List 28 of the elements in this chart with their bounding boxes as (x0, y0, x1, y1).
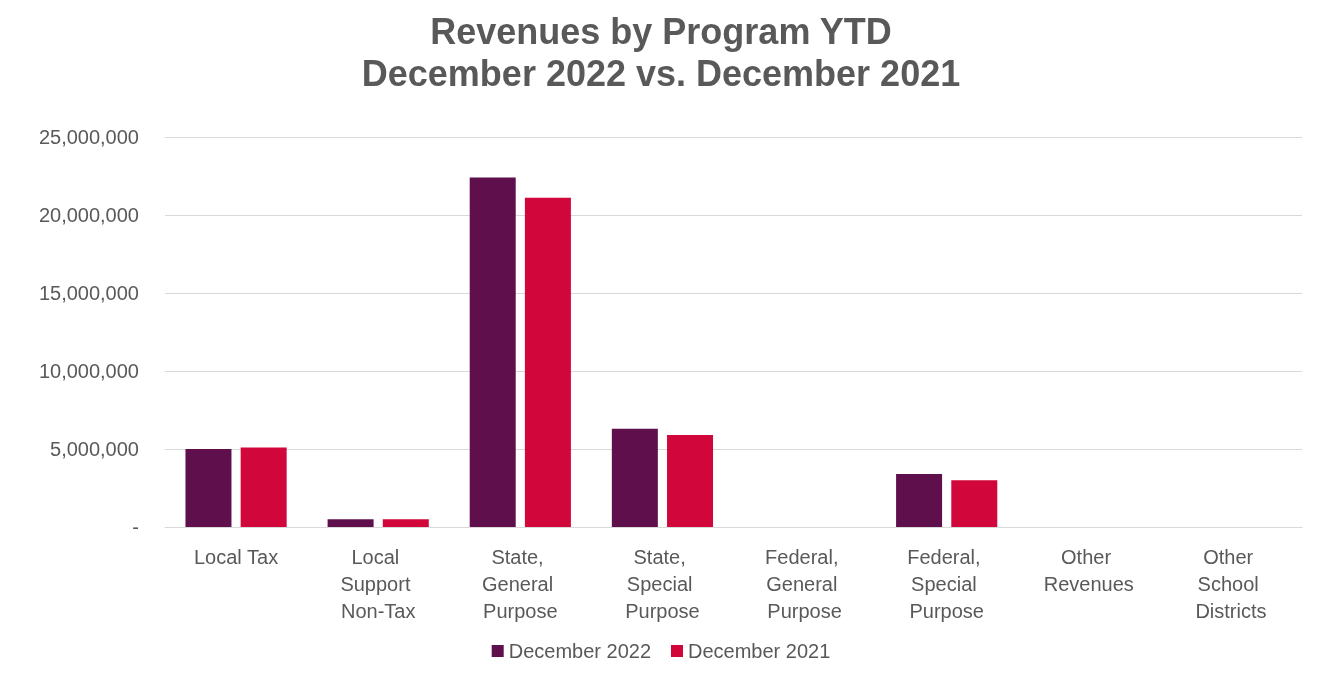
bar (896, 473, 943, 527)
bar (382, 519, 429, 527)
x-tick-label: Federal, Special Purpose (907, 545, 987, 622)
x-tick-label: Local Support Non-Tax (340, 545, 416, 622)
bar (524, 197, 571, 527)
x-tick-label: Other School Districts (1195, 545, 1267, 622)
y-tick-label: 20,000,000 (38, 204, 139, 226)
chart-title: Revenues by Program YTD (430, 10, 892, 52)
bar (469, 177, 516, 527)
bar (667, 434, 714, 527)
y-tick-label: 5,000,000 (50, 438, 139, 460)
y-tick-label: 10,000,000 (38, 360, 139, 382)
y-tick-label: 15,000,000 (38, 282, 139, 304)
bar (185, 449, 232, 527)
y-tick-label: - (132, 516, 139, 538)
x-tick-label: State, Special Purpose (625, 545, 700, 622)
y-tick-label: 25,000,000 (38, 126, 139, 148)
x-tick-label: State, General Purpose (481, 545, 559, 622)
x-tick-label: Federal, General Purpose (765, 545, 845, 622)
x-tick-label: Other Revenues (1043, 545, 1134, 595)
legend-label: December 2021 (688, 640, 831, 662)
bar (611, 428, 658, 527)
bar (951, 480, 998, 527)
bar (327, 519, 374, 527)
legend-label: December 2022 (508, 640, 652, 662)
x-tick-label: Local Tax (193, 545, 279, 568)
bar (240, 447, 287, 527)
chart-subtitle: December 2022 vs. December 2021 (361, 52, 961, 94)
